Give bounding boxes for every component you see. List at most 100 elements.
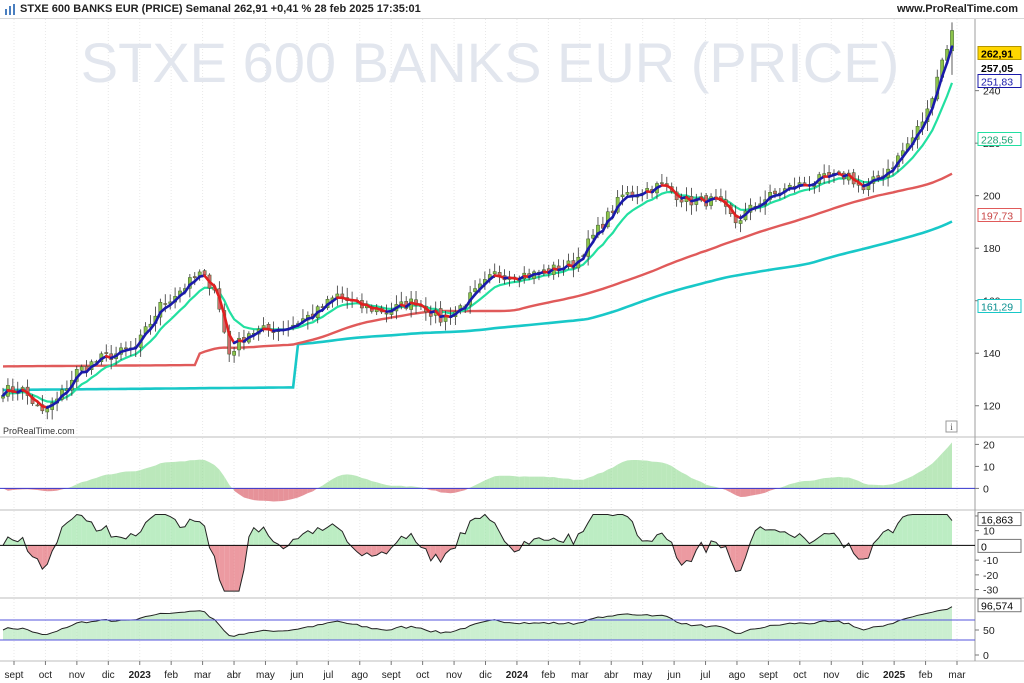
candle-body [620,194,625,197]
oscillator-fill [101,525,107,546]
oscillator-fill [312,488,318,492]
oscillator-fill [499,621,505,640]
oscillator-fill [927,463,933,489]
watermark: STXE 600 BANKS EUR (PRICE) [81,31,899,94]
oscillator-fill [155,514,161,546]
oscillator-fill [17,628,23,640]
oscillator-fill [224,630,230,640]
oscillator-fill [647,540,653,546]
oscillator-fill [937,609,943,640]
candle-body [163,303,168,305]
info-icon[interactable]: i [945,420,958,433]
oscillator-fill [401,485,407,489]
oscillator-fill [774,529,780,546]
oscillator-fill [784,531,790,546]
fast-moving-average-segment [601,220,610,233]
oscillator-fill [814,479,820,489]
oscillator-fill [184,611,190,640]
oscillator-fill [878,532,884,546]
oscillator-fill [366,626,372,640]
oscillator-fill [155,463,161,489]
oscillator-fill [902,478,908,489]
candle [340,286,345,303]
oscillator-fill [642,460,648,489]
osc3-last-value: 96,574 [977,598,1022,613]
oscillator-fill [553,538,559,546]
oscillator-fill [96,529,102,546]
oscillator-fill [155,613,161,640]
oscillator-fill [199,521,205,546]
oscillator-fill [27,545,33,557]
oscillator-fill [62,522,67,546]
oscillator-panel-2[interactable] [0,513,975,592]
oscillator-panel-1[interactable] [0,442,975,502]
oscillator-fill [121,471,126,489]
fast-moving-average-segment [154,311,162,324]
oscillator-fill [52,488,58,492]
candle-body [192,276,197,279]
candle-body [202,270,207,275]
fast-moving-average-segment [611,205,619,219]
candle [473,280,477,295]
candle-body [679,199,684,203]
oscillator-fill [234,634,240,640]
candle-body [591,234,595,239]
price-panel[interactable] [1,22,954,420]
oscillator-fill [189,460,195,489]
oscillator-fill [239,545,244,592]
oscillator-fill [902,618,908,640]
fast-moving-average-segment [139,332,147,343]
oscillator-fill [892,482,898,489]
osc1-tick-label: 20 [983,439,995,451]
oscillator-fill [760,526,766,546]
website-link[interactable]: www.ProRealTime.com [896,3,1018,15]
oscillator-fill [666,616,672,640]
oscillator-fill [440,545,446,563]
oscillator-fill [386,629,392,640]
oscillator-fill [637,615,643,640]
oscillator-fill [853,545,859,560]
oscillator-fill [529,622,535,640]
oscillator-fill [740,545,746,571]
oscillator-fill [52,631,58,640]
oscillator-fill [204,459,210,489]
oscillator-panel-3[interactable] [0,606,975,641]
oscillator-fill [180,612,185,640]
oscillator-fill [214,619,220,640]
fast-moving-average-segment [203,274,211,284]
oscillator-fill [130,471,136,489]
oscillator-fill [696,624,702,640]
oscillator-fill [671,618,677,640]
oscillator-fill [504,622,510,640]
oscillator-fill [175,461,181,489]
x-tick-label: mar [948,670,966,681]
oscillator-fill [253,488,259,501]
oscillator-fill [597,514,603,546]
oscillator-fill [514,476,520,489]
candle-body [384,312,389,315]
oscillator-fill [848,623,854,640]
oscillator-fill [666,539,672,546]
oscillator-fill [627,613,633,640]
price-label: 251,83 [977,74,1022,89]
chart-header: STXE 600 BANKS EUR (PRICE) Semanal 262,9… [0,0,1024,19]
oscillator-fill [947,606,952,640]
x-tick-label: feb [919,670,933,681]
osc2-zero-label: 0 [977,538,1022,553]
oscillator-fill [199,610,205,640]
oscillator-fill [878,626,884,640]
oscillator-fill [829,621,834,640]
fast-moving-average-segment [945,45,954,65]
oscillator-fill [612,464,618,489]
oscillator-fill [411,626,417,640]
oscillator-fill [558,478,564,489]
oscillator-fill [656,533,662,546]
osc2-last-value: 16,863 [977,512,1022,527]
candle [414,290,418,314]
oscillator-fill [224,476,230,489]
oscillator-fill [883,484,889,489]
price-label-box [977,132,1022,146]
oscillator-fill [317,485,323,489]
oscillator-fill [165,613,171,640]
oscillator-fill [366,479,372,489]
